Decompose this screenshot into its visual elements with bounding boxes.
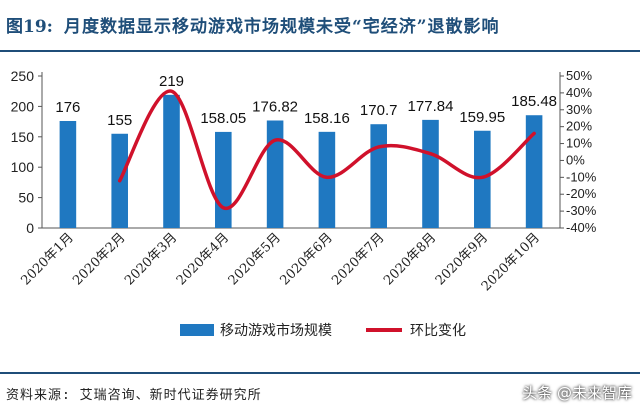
line-point — [532, 131, 536, 135]
line-series-mom-change — [117, 89, 536, 210]
bar — [370, 124, 387, 228]
right-tick-label: -10% — [566, 169, 597, 184]
right-tick-label: 50% — [566, 68, 592, 83]
bar — [266, 120, 284, 228]
legend-label-bar: 移动游戏市场规模 — [220, 322, 332, 339]
bar — [59, 120, 77, 228]
bar-value-label: 177.84 — [408, 98, 454, 115]
line-point — [429, 152, 432, 156]
right-tick-label: 30% — [566, 102, 592, 117]
bar-value-label: 185.48 — [511, 93, 557, 110]
x-tick-label: 2020年1月 — [18, 230, 76, 288]
bar — [474, 130, 491, 228]
line-point — [377, 145, 381, 149]
x-tick-label: 2020年4月 — [174, 230, 232, 288]
x-tick-label: 2020年5月 — [226, 230, 284, 288]
line-point — [325, 175, 329, 179]
right-tick-label: -40% — [566, 220, 597, 235]
source-note: 资料来源: 艾瑞咨询、新时代证券研究所 — [6, 388, 262, 403]
right-tick-label: 40% — [566, 85, 592, 100]
bar — [422, 119, 439, 228]
x-tick-label: 2020年6月 — [277, 230, 335, 288]
bar-value-label: 158.16 — [304, 110, 350, 127]
right-tick-label: -20% — [566, 186, 597, 201]
right-tick-label: -30% — [566, 203, 597, 218]
line-point — [170, 89, 173, 93]
bar — [163, 94, 180, 229]
right-tick-label: 0% — [566, 152, 585, 167]
x-tick-label: 2020年7月 — [329, 230, 387, 288]
bar — [525, 115, 543, 228]
watermark: 头条 @未来智库 — [522, 384, 632, 402]
figure-title: 月度数据显示移动游戏市场规模未受“宅经济”退散影响 — [64, 17, 500, 37]
right-tick-label: 20% — [566, 119, 592, 134]
figure-footer: 资料来源: 艾瑞咨询、新时代证券研究所 头条 @未来智库 — [0, 372, 640, 416]
left-tick-label: 100 — [11, 159, 35, 175]
x-tick-label: 2020年3月 — [122, 230, 180, 288]
legend-swatch-bar — [180, 324, 214, 336]
x-tick-label: 2020年2月 — [70, 230, 128, 288]
line-point — [480, 175, 484, 179]
figure-header: 图19: 月度数据显示移动游戏市场规模未受“宅经济”退散影响 — [0, 0, 640, 52]
left-tick-label: 50 — [18, 190, 34, 206]
bar — [318, 131, 336, 228]
bar-value-label: 219 — [159, 73, 184, 90]
left-tick-label: 150 — [11, 129, 35, 145]
left-tick-label: 250 — [11, 68, 35, 84]
chart: 0 50 100 150 200 250 -40% -30% -20% -10% 0%10% 20% 3… — [11, 68, 597, 339]
bar-value-label: 158.05 — [200, 110, 246, 127]
line-point — [221, 206, 225, 210]
figure-number: 图19: — [6, 17, 53, 37]
right-tick-label: 10% — [566, 136, 592, 151]
bar-value-label: 155 — [107, 112, 132, 129]
bar-value-label: 176.82 — [252, 98, 298, 115]
bar-value-label: 159.95 — [459, 109, 505, 126]
bar-value-label: 176 — [55, 99, 80, 116]
bar — [215, 131, 232, 228]
left-tick-label: 0 — [26, 220, 34, 236]
x-tick-label: 2020年8月 — [381, 230, 439, 288]
legend-label-line: 环比变化 — [410, 323, 466, 339]
line-point — [273, 138, 277, 142]
left-tick-label: 200 — [11, 98, 35, 114]
bar-value-label: 170.7 — [360, 102, 398, 119]
line-point — [118, 179, 122, 183]
